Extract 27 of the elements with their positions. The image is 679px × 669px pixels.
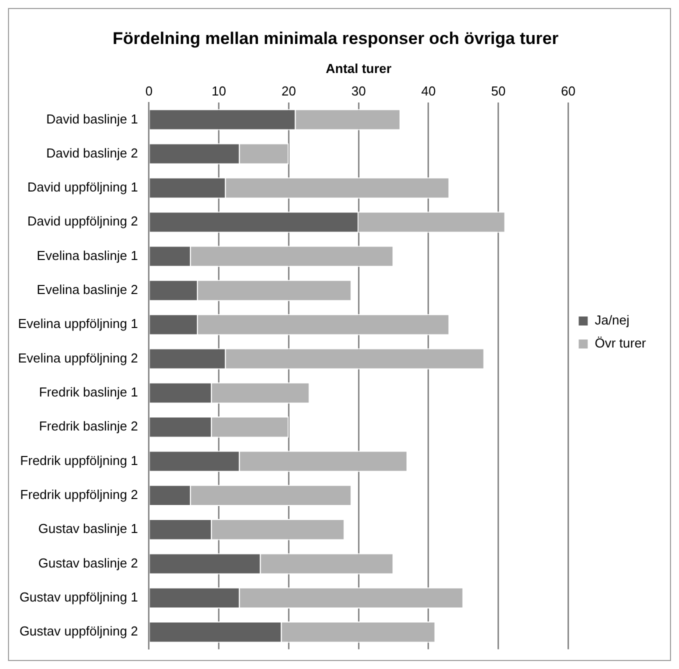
y-tick-label: Fredrik uppföljning 1: [20, 452, 138, 468]
legend-label: Ja/nej: [594, 312, 630, 328]
y-tick-label: David uppföljning 2: [27, 214, 138, 229]
x-tick-label: 0: [145, 83, 153, 98]
y-tick-label: Evelina baslinje 1: [36, 248, 138, 263]
y-tick-label: David baslinje 2: [46, 145, 138, 160]
x-tick-label: 60: [560, 83, 576, 98]
y-tick-label: Evelina uppföljning 1: [18, 316, 138, 332]
y-tick-label: Gustav baslinje 2: [38, 555, 138, 570]
legend-label: Övr turer: [594, 336, 647, 351]
y-tick-label: Evelina uppföljning 2: [18, 350, 138, 366]
y-tick-label: Fredrik baslinje 1: [38, 384, 138, 400]
y-tick-label: Fredrik uppföljning 2: [20, 487, 138, 502]
y-tick-label: Gustav baslinje 1: [38, 521, 138, 536]
y-tick-label: Evelina baslinje 2: [36, 282, 138, 298]
x-axis-title: Antal turer: [326, 60, 392, 76]
y-tick-label: David baslinje 1: [46, 111, 138, 126]
y-tick-label: David uppföljning 1: [27, 180, 138, 195]
x-tick-label: 40: [421, 83, 436, 98]
x-tick-label: 50: [491, 83, 506, 98]
x-tick-label: 20: [281, 83, 296, 98]
x-tick-label: 10: [212, 83, 226, 98]
y-tick-label: Gustav uppföljning 1: [19, 590, 138, 605]
y-tick-label: Gustav uppföljning 2: [19, 624, 138, 639]
y-tick-label: Fredrik baslinje 2: [38, 418, 138, 434]
chart-title: Fördelning mellan minimala responser och övriga turer: [112, 28, 559, 48]
x-tick-label: 30: [351, 83, 366, 98]
